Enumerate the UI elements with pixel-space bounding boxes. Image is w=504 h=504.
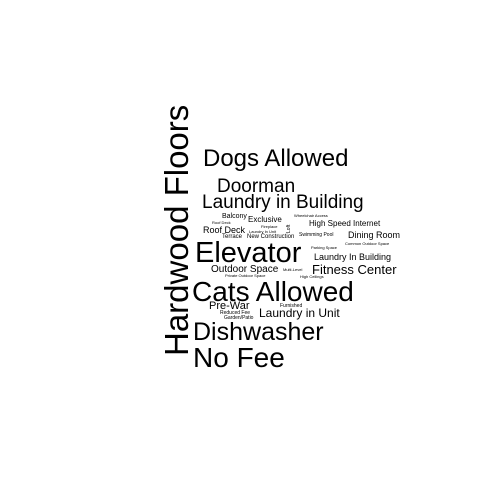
word-dining-room: Dining Room [348, 230, 401, 240]
word-outdoor-space: Outdoor Space [211, 264, 279, 275]
word-fireplace: Fireplace [261, 224, 278, 229]
word-roof-deck-2: Roof Deck [212, 220, 231, 225]
word-garden-patio: Garden/Patio [224, 315, 254, 321]
word-dishwasher: Dishwasher [193, 318, 324, 346]
word-pre-war: Pre-War [209, 300, 250, 312]
word-laundry-in-building-2: Laundry In Building [314, 252, 392, 262]
word-swimming-pool: Swimming Pool [299, 232, 334, 238]
word-wheelchair-access: Wheelchair Access [294, 213, 328, 218]
word-hardwood-floors: Hardwood Floors [158, 104, 195, 356]
word-multi-level: Multi-Level [283, 267, 303, 272]
word-reduced-fee: Reduced Fee [220, 310, 251, 316]
word-elevator: Elevator [195, 237, 302, 269]
word-exclusive: Exclusive [248, 215, 282, 224]
word-cats-allowed: Cats Allowed [192, 276, 354, 307]
word-laundry-in-unit-2: Laundry In Unit [249, 229, 277, 234]
word-high-speed-internet: High Speed Internet [309, 219, 381, 228]
word-roof-deck: Roof Deck [203, 225, 246, 235]
word-no-fee: No Fee [193, 342, 285, 373]
word-parking-space: Parking Space [311, 245, 338, 250]
word-dogs-allowed: Dogs Allowed [203, 145, 349, 172]
word-common-outdoor-space: Common Outdoor Space [345, 241, 390, 246]
word-doorman: Doorman [217, 176, 296, 197]
word-balcony: Balcony [222, 213, 247, 220]
word-fitness-center: Fitness Center [312, 262, 397, 277]
word-terrace: Terrace [222, 234, 243, 240]
word-new-construction: New Construction [247, 234, 295, 240]
word-high-ceilings: High Ceilings [300, 274, 324, 279]
word-furnished: Furnished [280, 303, 303, 309]
word-laundry-in-unit: Laundry in Unit [259, 306, 340, 320]
word-loft: Loft [286, 224, 292, 233]
word-private-outdoor-space: Private Outdoor Space [225, 273, 266, 278]
word-laundry-in-building: Laundry in Building [202, 192, 364, 213]
